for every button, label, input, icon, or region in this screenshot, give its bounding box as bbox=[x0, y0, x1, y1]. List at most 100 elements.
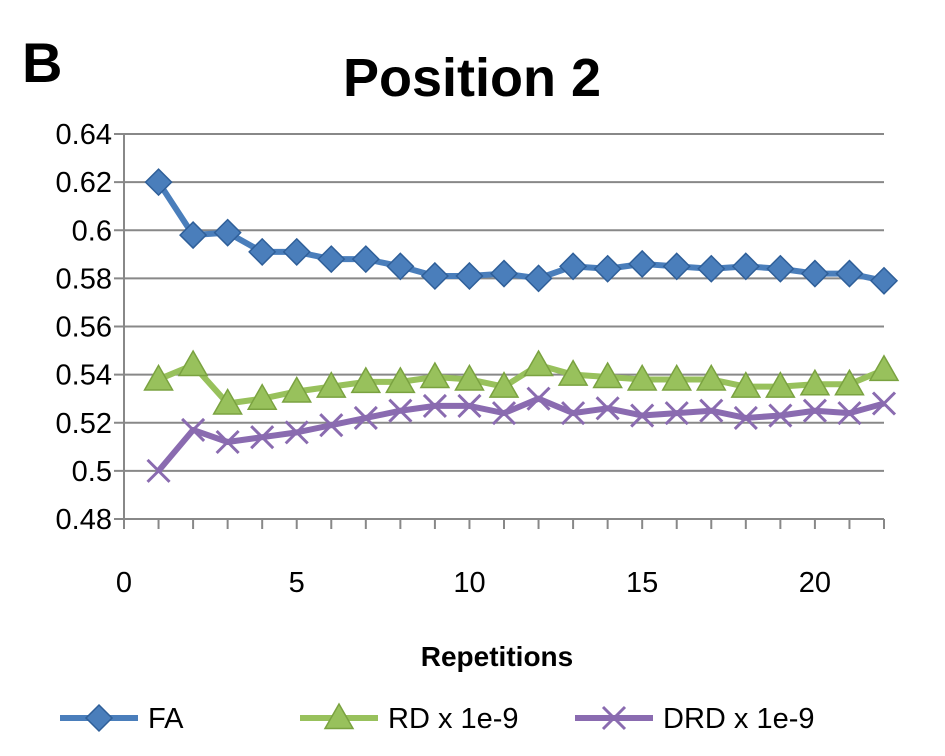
data-point bbox=[213, 218, 242, 247]
series-0 bbox=[144, 168, 899, 295]
x-tick-label: 0 bbox=[116, 567, 132, 599]
data-point bbox=[457, 393, 482, 418]
data-point bbox=[661, 363, 693, 391]
legend-marker bbox=[601, 705, 627, 731]
chart-title: Position 2 bbox=[343, 48, 601, 108]
data-point bbox=[388, 398, 413, 423]
y-tick-label: 0.48 bbox=[56, 504, 112, 536]
data-point bbox=[146, 458, 171, 483]
data-point bbox=[489, 259, 519, 288]
y-tick-label: 0.64 bbox=[56, 119, 112, 151]
data-point bbox=[246, 383, 278, 410]
x-tick-label: 15 bbox=[626, 567, 658, 599]
panel-label: B bbox=[22, 31, 62, 94]
data-point bbox=[593, 254, 622, 283]
data-point bbox=[871, 391, 897, 416]
data-point bbox=[419, 361, 451, 389]
data-point bbox=[766, 254, 795, 283]
data-point bbox=[455, 261, 484, 291]
data-point bbox=[765, 371, 796, 398]
data-point bbox=[350, 366, 382, 394]
y-tick-label: 0.58 bbox=[56, 263, 112, 295]
data-point bbox=[768, 403, 793, 428]
data-point bbox=[697, 254, 726, 283]
data-point bbox=[630, 403, 655, 428]
data-point bbox=[834, 368, 865, 396]
data-point bbox=[561, 401, 586, 426]
x-tick-label: 20 bbox=[799, 567, 831, 599]
data-point bbox=[869, 266, 899, 295]
data-point bbox=[386, 252, 415, 281]
data-point bbox=[730, 371, 762, 398]
data-point bbox=[422, 393, 447, 418]
data-point bbox=[454, 363, 485, 391]
data-point bbox=[595, 396, 620, 421]
data-point bbox=[733, 405, 758, 430]
data-point bbox=[626, 363, 658, 391]
series-line bbox=[156, 180, 885, 284]
data-point bbox=[385, 366, 416, 394]
data-point bbox=[699, 398, 724, 423]
gridlines bbox=[124, 133, 884, 520]
data-point bbox=[524, 264, 553, 293]
data-point bbox=[868, 354, 900, 382]
series-line bbox=[157, 362, 886, 407]
legend-label: RD x 1e-9 bbox=[388, 703, 519, 735]
data-point bbox=[526, 386, 551, 411]
y-tick-label: 0.54 bbox=[56, 360, 112, 392]
data-point bbox=[144, 168, 173, 197]
data-point bbox=[177, 349, 209, 377]
data-point bbox=[799, 368, 831, 396]
data-point bbox=[835, 259, 864, 288]
data-point bbox=[488, 371, 520, 398]
data-point bbox=[800, 259, 829, 288]
data-point bbox=[491, 401, 517, 426]
data-point bbox=[628, 249, 657, 278]
data-point bbox=[559, 252, 588, 281]
x-tick-label: 10 bbox=[453, 567, 485, 599]
axes bbox=[114, 133, 885, 529]
y-tick-label: 0.52 bbox=[56, 408, 112, 440]
x-axis-label: Repetitions bbox=[421, 641, 573, 672]
legend-item: DRD x 1e-9 bbox=[575, 703, 815, 735]
data-point bbox=[592, 361, 623, 389]
legend-label: FA bbox=[148, 703, 184, 735]
data-point bbox=[212, 387, 243, 415]
data-point bbox=[353, 405, 378, 430]
data-point bbox=[420, 261, 449, 291]
legend-marker bbox=[323, 702, 355, 730]
data-point bbox=[143, 363, 174, 391]
x-tick-labels: 0 5 10 15 20 bbox=[116, 567, 831, 599]
legend-marker bbox=[84, 703, 114, 733]
data-point bbox=[695, 363, 727, 391]
legend-item: RD x 1e-9 bbox=[300, 702, 519, 735]
data-point bbox=[664, 401, 689, 426]
y-tick-label: 0.5 bbox=[72, 456, 112, 488]
series-line bbox=[156, 395, 885, 473]
data-point bbox=[557, 359, 589, 386]
series-2 bbox=[146, 386, 897, 483]
legend-label: DRD x 1e-9 bbox=[663, 703, 815, 735]
data-point bbox=[250, 425, 275, 450]
data-point bbox=[351, 245, 380, 274]
data-point bbox=[319, 413, 344, 438]
data-point bbox=[181, 417, 206, 443]
data-point bbox=[731, 252, 760, 281]
x-tick-label: 5 bbox=[289, 567, 305, 599]
legend-item: FA bbox=[60, 703, 184, 735]
y-tick-label: 0.56 bbox=[56, 312, 112, 344]
y-tick-label: 0.62 bbox=[56, 167, 112, 199]
data-point bbox=[284, 420, 309, 445]
legend: FA RD x 1e-9 DRD x 1e-9 bbox=[60, 702, 815, 735]
data-point bbox=[179, 221, 208, 250]
data-point bbox=[317, 245, 346, 274]
data-point bbox=[248, 237, 277, 266]
data-point bbox=[662, 252, 691, 281]
data-point bbox=[282, 237, 311, 266]
y-tick-labels: 0.48 0.5 0.52 0.54 0.56 0.58 0.6 0.62 0.64 bbox=[56, 119, 112, 536]
data-point bbox=[281, 375, 313, 403]
data-point bbox=[315, 371, 347, 398]
data-point bbox=[215, 429, 240, 455]
data-point bbox=[837, 401, 862, 426]
